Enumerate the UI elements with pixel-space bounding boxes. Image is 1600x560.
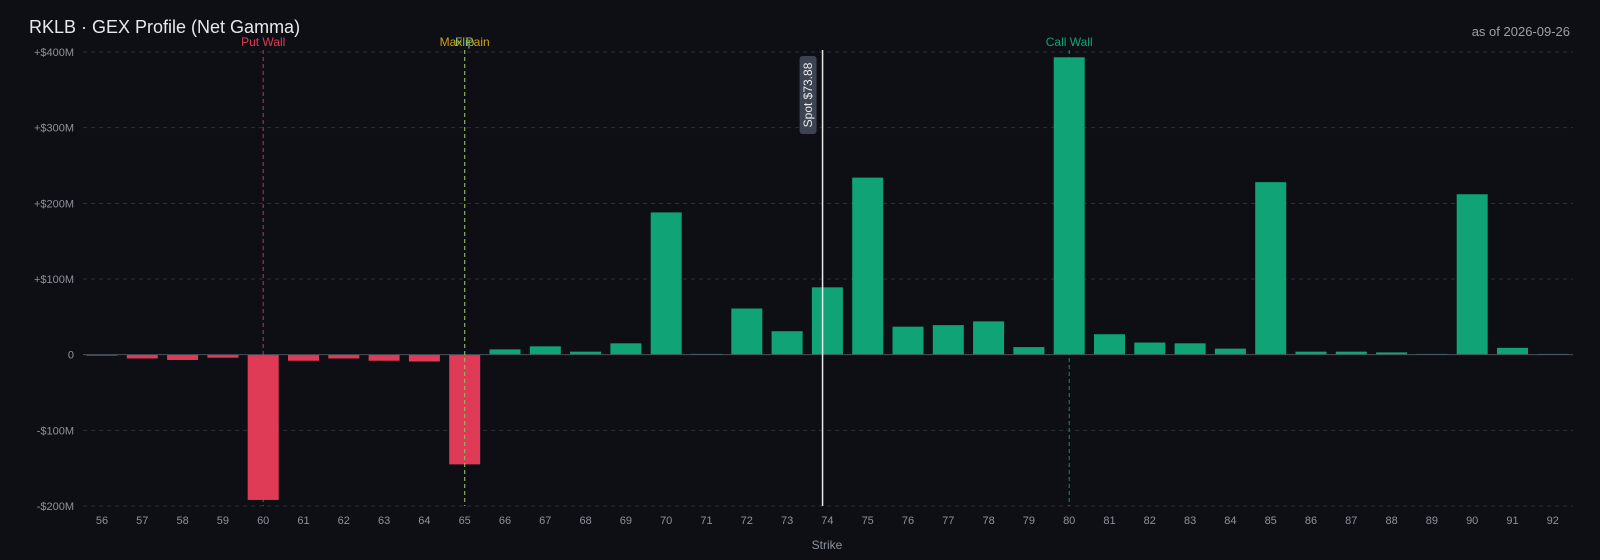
x-tick-label: 79: [1023, 515, 1035, 527]
x-tick-label: 75: [862, 515, 874, 527]
x-tick-label: 67: [539, 515, 551, 527]
gex-bar: [973, 321, 1005, 355]
x-tick-label: 88: [1385, 515, 1397, 527]
gex-bar: [247, 354, 279, 500]
y-tick-label: +$400M: [34, 47, 74, 59]
y-tick-label: -$200M: [37, 501, 74, 513]
gex-bar: [167, 354, 199, 360]
x-tick-label: 73: [781, 515, 793, 527]
gex-bar: [207, 354, 239, 358]
gex-bar: [1214, 348, 1246, 355]
gex-bar: [1255, 182, 1287, 355]
y-tick-label: +$200M: [34, 198, 74, 210]
gex-bar: [771, 331, 803, 355]
gex-bar: [408, 354, 440, 362]
x-tick-label: 60: [257, 515, 269, 527]
gex-bar: [1376, 352, 1408, 355]
gex-bar: [126, 354, 158, 359]
x-tick-label: 92: [1547, 515, 1559, 527]
gex-bar: [1335, 351, 1367, 355]
spot-label: Spot $73.88: [801, 62, 815, 127]
x-tick-label: 85: [1265, 515, 1277, 527]
x-tick-label: 56: [96, 515, 108, 527]
gex-bar: [529, 346, 561, 355]
x-tick-label: 91: [1506, 515, 1518, 527]
gex-bar: [1094, 334, 1125, 355]
gex-bar: [328, 354, 360, 359]
gex-bar: [1497, 347, 1528, 355]
x-tick-label: 78: [982, 515, 994, 527]
x-tick-label: 86: [1305, 515, 1317, 527]
y-tick-label: +$300M: [34, 123, 74, 135]
y-tick-label: +$100M: [34, 274, 74, 286]
gex-bar: [650, 212, 682, 355]
gex-bar: [288, 354, 319, 361]
y-tick-label: -$100M: [37, 425, 74, 437]
gex-bar: [932, 325, 964, 355]
gex-bar: [1456, 194, 1488, 355]
x-tick-label: 81: [1103, 515, 1115, 527]
marker-label-put-wall: Put Wall: [241, 35, 285, 49]
x-tick-label: 58: [176, 515, 188, 527]
x-tick-label: 63: [378, 515, 390, 527]
gex-bar: [368, 354, 400, 361]
spot-badge: [799, 56, 817, 134]
marker-label-call-wall: Call Wall: [1046, 35, 1093, 49]
gex-bar: [811, 287, 843, 355]
x-tick-label: 80: [1063, 515, 1075, 527]
gex-bar: [1295, 351, 1327, 355]
x-tick-label: 90: [1466, 515, 1478, 527]
x-tick-label: 59: [217, 515, 229, 527]
gex-bar: [570, 351, 602, 355]
gex-bar: [1174, 343, 1206, 355]
x-tick-label: 84: [1224, 515, 1236, 527]
as-of-date: as of 2026-09-26: [1471, 24, 1570, 39]
x-tick-label: 69: [620, 515, 632, 527]
x-tick-label: 82: [1144, 515, 1156, 527]
y-tick-label: 0: [68, 350, 74, 362]
x-tick-label: 83: [1184, 515, 1196, 527]
x-tick-label: 62: [338, 515, 350, 527]
x-tick-label: 57: [136, 515, 148, 527]
x-axis-label: Strike: [812, 538, 843, 552]
x-tick-label: 64: [418, 515, 430, 527]
chart-title: RKLB · GEX Profile (Net Gamma): [29, 17, 301, 37]
x-tick-label: 87: [1345, 515, 1357, 527]
gex-bar: [610, 343, 642, 355]
gex-bar: [731, 308, 763, 355]
x-tick-label: 71: [700, 515, 712, 527]
gex-bar: [892, 326, 924, 355]
gex-bar: [852, 177, 884, 355]
x-tick-label: 74: [821, 515, 833, 527]
marker-label-flip: Flip: [455, 35, 475, 49]
x-tick-label: 89: [1426, 515, 1438, 527]
gex-bar: [1134, 342, 1166, 355]
x-tick-label: 61: [297, 515, 309, 527]
x-tick-label: 70: [660, 515, 672, 527]
x-tick-label: 76: [902, 515, 914, 527]
gex-bar: [1013, 347, 1045, 355]
gex-bar: [489, 349, 521, 355]
x-tick-label: 65: [459, 515, 471, 527]
x-tick-label: 66: [499, 515, 511, 527]
x-tick-label: 72: [741, 515, 753, 527]
x-tick-label: 68: [579, 515, 591, 527]
marker-label-max-pain: Max Pain: [440, 35, 490, 49]
x-tick-label: 77: [942, 515, 954, 527]
